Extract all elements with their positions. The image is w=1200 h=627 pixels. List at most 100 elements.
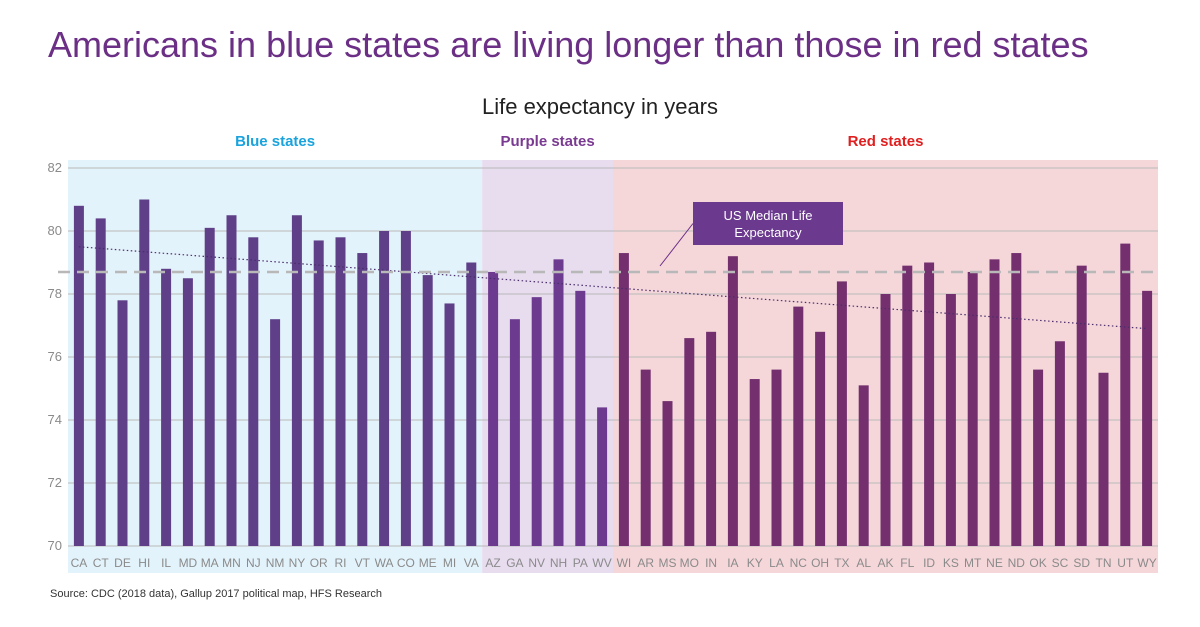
bar-nh [553, 259, 564, 546]
bar-ut [1120, 243, 1131, 546]
region-bg-1 [482, 160, 613, 573]
overlays: US Median Life Expectancy [58, 202, 1158, 330]
x-tick-label: HI [138, 556, 150, 570]
y-tick-label: 80 [48, 223, 62, 238]
bar-nv [531, 297, 542, 546]
trend-line [78, 246, 1148, 330]
x-tick-label: LA [769, 556, 784, 570]
y-tick-label: 76 [48, 349, 62, 364]
y-tick-label: 74 [48, 412, 62, 427]
x-tick-label: NY [289, 556, 306, 570]
region-label-1: Purple states [500, 133, 594, 150]
bar-de [117, 300, 128, 546]
region-label-2: Red states [848, 133, 924, 150]
x-tick-label: DE [114, 556, 131, 570]
y-axis-ticks: 70 72 74 76 78 80 82 [48, 160, 62, 553]
x-tick-label: TN [1096, 556, 1112, 570]
x-tick-label: WV [592, 556, 611, 570]
bar-ok [1033, 369, 1044, 546]
bar-la [771, 369, 782, 546]
bar-ct [95, 218, 106, 546]
bar-il [161, 268, 172, 546]
bar-al [858, 385, 869, 546]
bar-tx [836, 281, 847, 546]
x-axis-labels: CA CT DE HI IL MD MA MN NJ NM NY OR RI VT WA CO ME MI VA AZ… [71, 556, 1157, 570]
chart-title: Life expectancy in years [481, 94, 719, 119]
callout-leader [659, 223, 694, 267]
x-tick-label: RI [335, 556, 347, 570]
x-tick-label: NC [790, 556, 808, 570]
x-tick-label: TX [834, 556, 849, 570]
bar-az [488, 271, 499, 546]
bar-wv [597, 407, 608, 546]
bar-co [400, 231, 411, 546]
bar-ca [73, 205, 84, 547]
x-tick-label: KS [943, 556, 959, 570]
bar-ms [662, 401, 673, 546]
bar-sd [1076, 265, 1087, 546]
median-callout-line2: Expectancy [734, 225, 802, 240]
bar-ri [335, 237, 346, 547]
median-callout-box [693, 202, 843, 245]
bar-nj [248, 237, 259, 547]
bar-hi [139, 199, 150, 546]
x-tick-label: WI [617, 556, 632, 570]
y-tick-label: 78 [48, 286, 62, 301]
bar-ky [749, 379, 760, 546]
bar-wa [379, 231, 390, 546]
bar-mt [967, 271, 978, 546]
x-tick-label: IA [727, 556, 738, 570]
region-label-0: Blue states [235, 133, 315, 150]
x-tick-label: FL [900, 556, 914, 570]
bar-ma [204, 227, 215, 546]
source-note: Source: CDC (2018 data), Gallup 2017 pol… [50, 588, 382, 600]
bar-vt [357, 253, 368, 547]
bar-me [422, 275, 433, 546]
bar-ks [945, 294, 956, 546]
x-tick-label: CA [71, 556, 88, 570]
bar-id [924, 262, 935, 546]
bar-ga [509, 319, 520, 546]
x-tick-label: SC [1052, 556, 1069, 570]
x-tick-label: VT [355, 556, 371, 570]
x-tick-label: CO [397, 556, 415, 570]
x-tick-label: MD [179, 556, 198, 570]
y-tick-label: 72 [48, 475, 62, 490]
x-tick-label: IL [161, 556, 171, 570]
bar-ak [880, 294, 891, 546]
x-tick-label: MO [680, 556, 699, 570]
x-tick-label: KY [747, 556, 763, 570]
bar-ny [291, 215, 302, 546]
bar-ar [640, 369, 651, 546]
x-tick-label: NV [528, 556, 545, 570]
x-tick-label: MI [443, 556, 456, 570]
bar-mi [444, 303, 455, 546]
x-tick-label: NE [986, 556, 1003, 570]
x-tick-label: ME [419, 556, 437, 570]
x-tick-label: MT [964, 556, 982, 570]
x-tick-label: UT [1117, 556, 1134, 570]
bar-nm [270, 319, 281, 546]
bar-md [182, 278, 193, 546]
x-tick-label: ID [923, 556, 935, 570]
y-tick-label: 82 [48, 160, 62, 175]
x-tick-label: AK [877, 556, 893, 570]
x-tick-label: OH [811, 556, 829, 570]
x-tick-label: WA [375, 556, 394, 570]
x-tick-label: VA [464, 556, 479, 570]
x-tick-label: OR [310, 556, 328, 570]
region-labels: Blue states Purple states Red states [235, 133, 923, 150]
bar-mn [226, 215, 237, 546]
bar-fl [902, 265, 913, 546]
x-tick-label: MS [659, 556, 677, 570]
x-tick-label: OK [1029, 556, 1046, 570]
bar-mo [684, 338, 695, 546]
x-tick-label: AZ [485, 556, 500, 570]
bar-ne [989, 259, 1000, 546]
x-tick-label: GA [506, 556, 523, 570]
x-tick-label: MN [222, 556, 241, 570]
x-tick-label: WY [1137, 556, 1156, 570]
bar-sc [1054, 341, 1065, 546]
